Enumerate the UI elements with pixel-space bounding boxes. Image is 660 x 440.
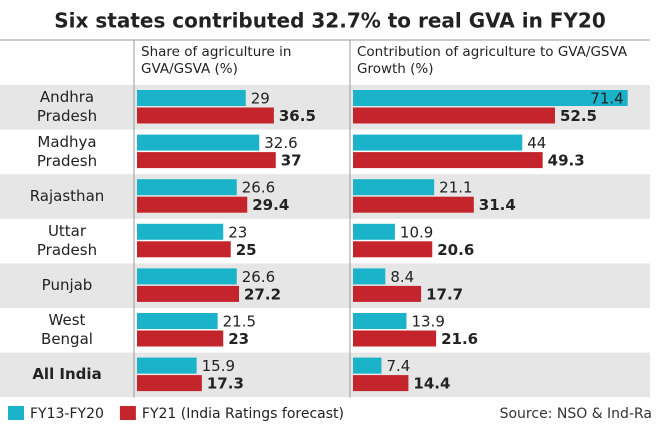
- bar: [353, 90, 628, 106]
- value-label: 23: [228, 223, 247, 241]
- value-label: 21.6: [441, 330, 478, 348]
- row-band: [0, 352, 650, 398]
- bar: [353, 375, 409, 392]
- bar: [353, 107, 555, 124]
- value-label: 26.6: [242, 268, 275, 286]
- category-label: Punjab: [0, 263, 134, 308]
- category-text: Madhya Pradesh: [36, 132, 98, 170]
- legend-label: FY13-FY20: [30, 406, 104, 422]
- bar: [353, 179, 435, 196]
- bar: [137, 179, 237, 196]
- bar: [137, 152, 276, 169]
- bar: [353, 223, 395, 240]
- bar: [353, 313, 407, 329]
- value-label: 25: [236, 241, 257, 259]
- panel-title: Contribution of agriculture to GVA/GSVA …: [357, 44, 628, 77]
- bar: [137, 375, 202, 392]
- value-label: 14.4: [413, 375, 450, 393]
- category-text: Punjab: [41, 276, 93, 295]
- value-label: 52.5: [560, 107, 597, 125]
- value-label: 29: [251, 90, 270, 108]
- value-label: 10.9: [400, 223, 433, 241]
- legend-swatch: [119, 406, 136, 420]
- category-text: Rajasthan: [29, 186, 105, 205]
- value-label: 31.4: [479, 196, 516, 214]
- value-label: 23: [228, 330, 249, 348]
- bar: [137, 223, 224, 240]
- bar: [137, 196, 248, 213]
- category-text: All India: [32, 365, 102, 384]
- value-label: 49.3: [548, 152, 585, 170]
- legend-swatch: [8, 406, 24, 420]
- bar: [353, 134, 523, 151]
- value-label: 26.6: [242, 179, 275, 197]
- value-label: 44: [527, 134, 546, 152]
- value-label: 21.1: [439, 179, 472, 197]
- category-label: Rajasthan: [0, 174, 134, 219]
- bar: [137, 241, 231, 258]
- panel-title: Share of agriculture in GVA/GSVA (%): [141, 44, 292, 77]
- value-label: 37: [281, 152, 302, 170]
- value-label: 29.4: [252, 196, 289, 214]
- value-label: 17.7: [426, 285, 463, 303]
- bar: [137, 134, 260, 151]
- value-label: 13.9: [411, 313, 444, 331]
- bar: [137, 268, 237, 285]
- category-text: Uttar Pradesh: [36, 222, 98, 260]
- value-label: 36.5: [279, 107, 316, 125]
- value-label: 27.2: [244, 285, 281, 303]
- bar: [137, 107, 274, 124]
- row-band: [0, 263, 650, 308]
- value-label: 7.4: [386, 357, 410, 375]
- value-label: 20.6: [437, 241, 474, 259]
- category-label: All India: [0, 353, 134, 398]
- value-label: 32.6: [264, 134, 297, 152]
- value-label: 15.9: [202, 357, 235, 375]
- category-text: West Bengal: [41, 311, 93, 349]
- category-label: Andhra Pradesh: [0, 85, 134, 130]
- bar: [353, 152, 543, 169]
- value-label: 71.4: [590, 90, 623, 108]
- bar: [353, 330, 437, 347]
- bar: [137, 90, 246, 106]
- bar: [353, 357, 382, 374]
- bar: [137, 330, 224, 347]
- value-label: 17.3: [207, 375, 244, 393]
- bar: [353, 268, 386, 285]
- bar: [137, 285, 239, 302]
- category-text: Andhra Pradesh: [36, 88, 98, 126]
- row-band: [0, 174, 650, 219]
- source: Source: NSO & Ind-Ra: [500, 406, 652, 422]
- bar: [137, 313, 218, 329]
- bar: [137, 357, 197, 374]
- value-label: 8.4: [390, 268, 414, 286]
- category-label: West Bengal: [0, 308, 134, 353]
- bar: [353, 285, 422, 302]
- value-label: 21.5: [223, 313, 256, 331]
- bar: [353, 241, 433, 258]
- category-label: Madhya Pradesh: [0, 130, 134, 175]
- category-label: Uttar Pradesh: [0, 219, 134, 264]
- bar: [353, 196, 474, 213]
- legend-label: FY21 (India Ratings forecast): [142, 406, 344, 422]
- chart-title: Six states contributed 32.7% to real GVA…: [54, 9, 606, 33]
